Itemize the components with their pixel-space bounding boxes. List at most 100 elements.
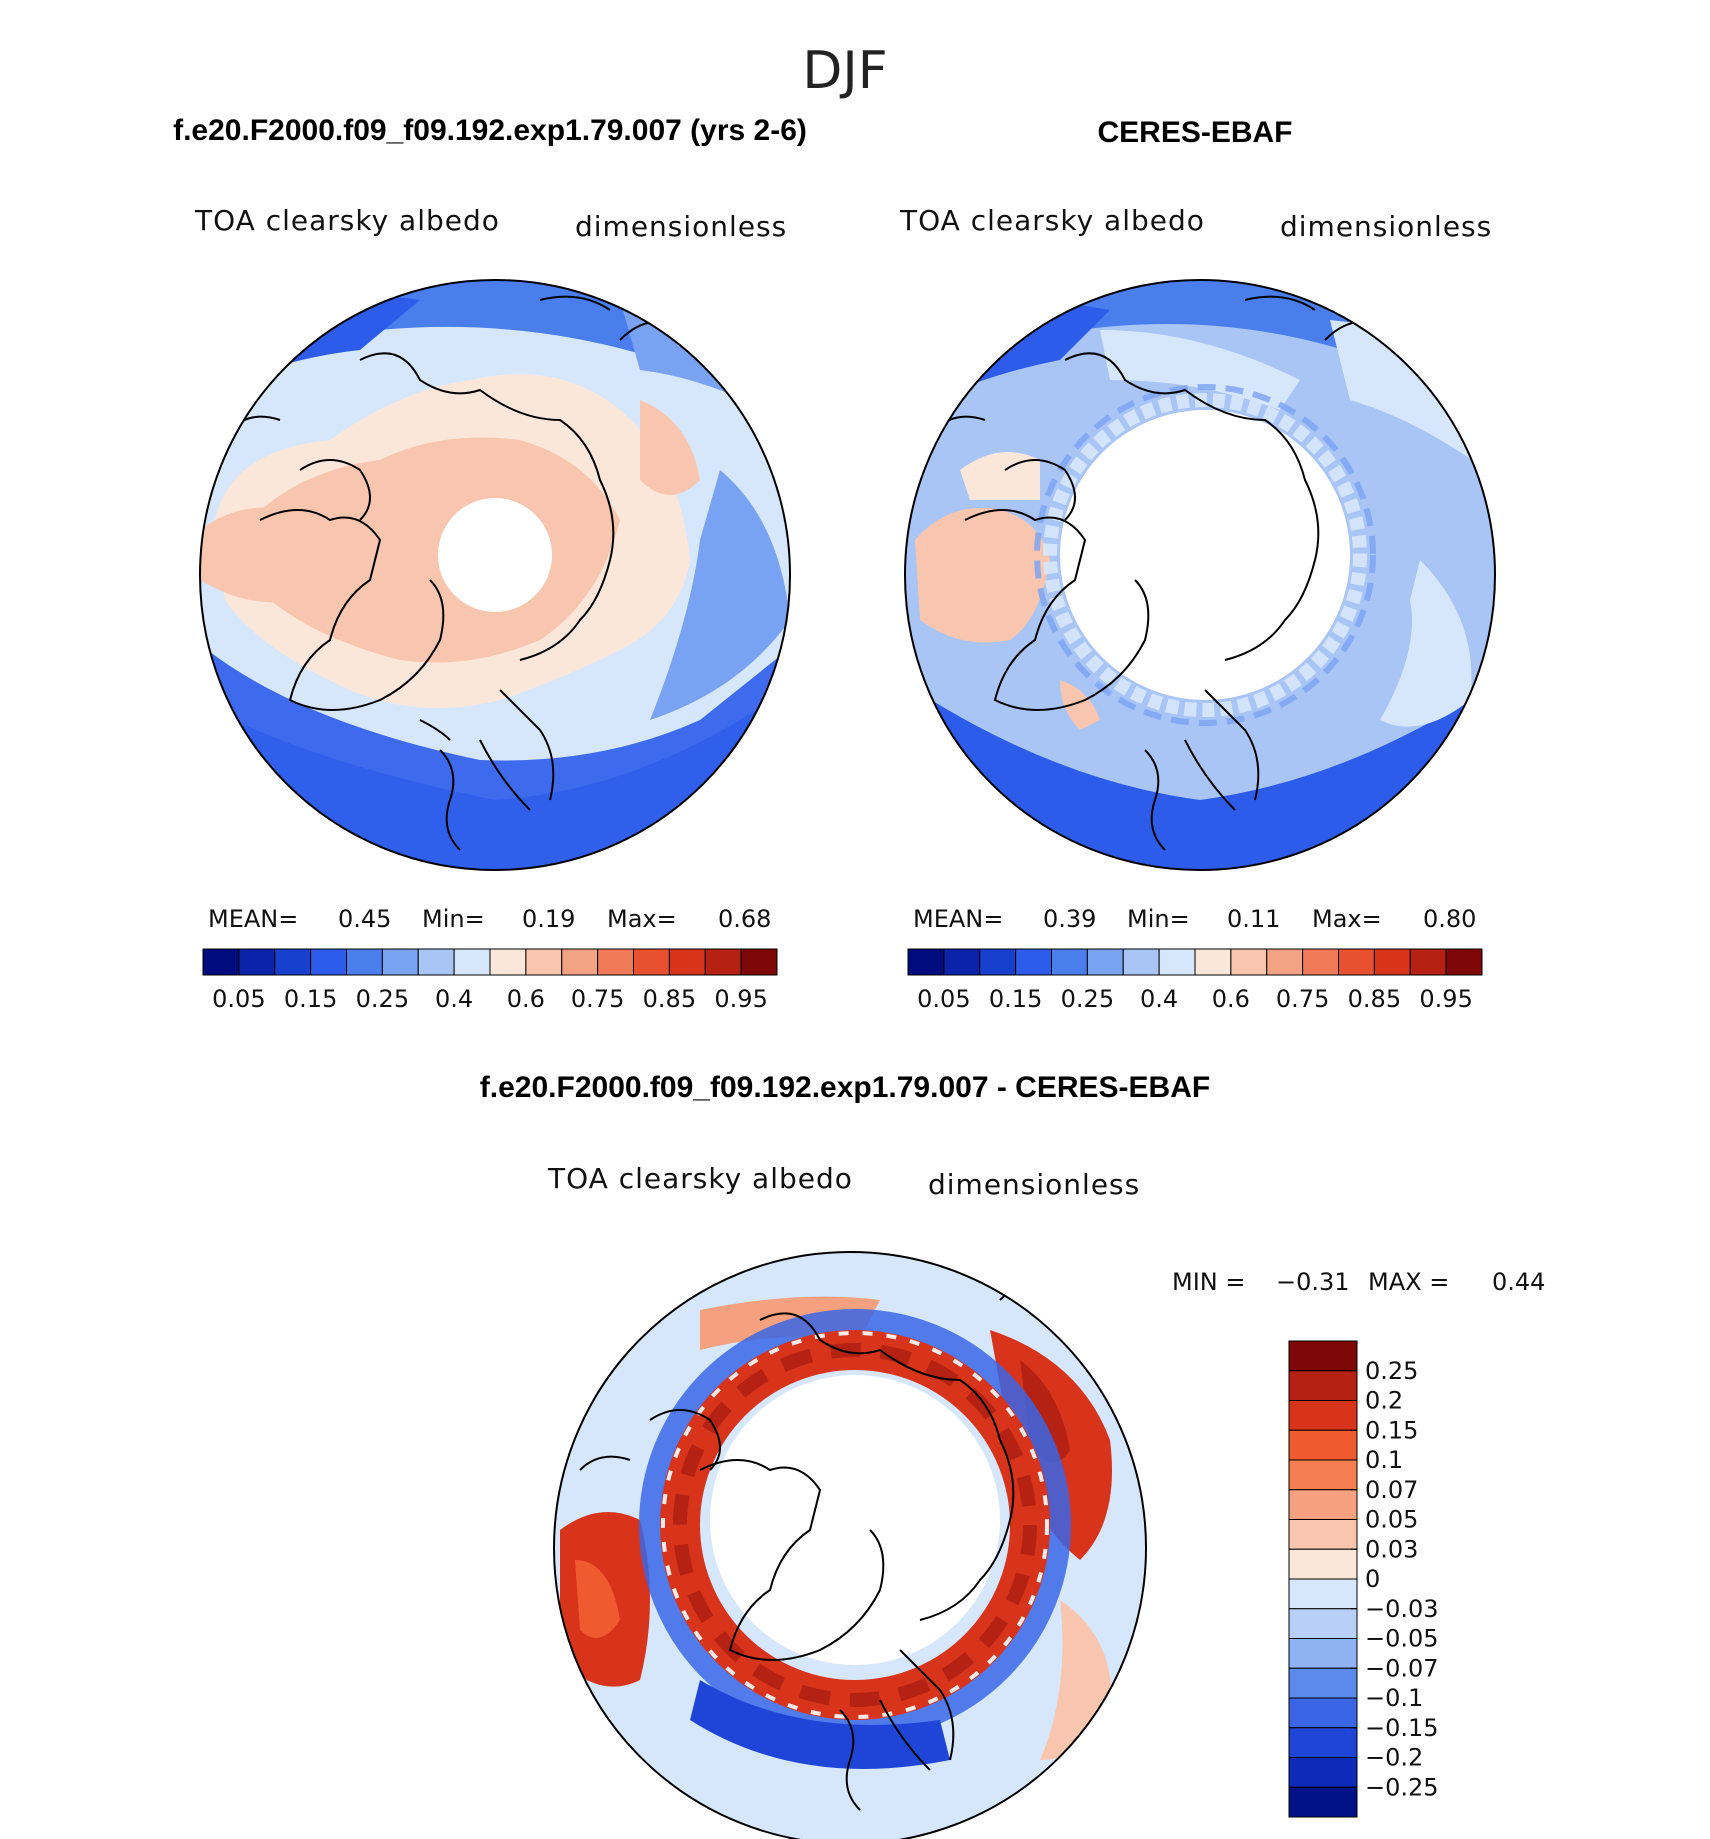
model-colorbar-swatch bbox=[633, 948, 670, 976]
ceres-colorbar-swatch bbox=[907, 948, 945, 976]
model-colorbar-swatch bbox=[525, 948, 563, 976]
difference-max-value: 0.44 bbox=[1492, 1268, 1545, 1296]
ceres-units-label: dimensionless bbox=[1280, 210, 1492, 243]
difference-colorbar-tick-label: −0.2 bbox=[1365, 1744, 1423, 1772]
model-colorbar-swatch bbox=[704, 948, 742, 976]
ceres-colorbar-tick-label: 0.15 bbox=[989, 985, 1042, 1013]
model-colorbar-swatch bbox=[489, 948, 527, 976]
difference-colorbar-tick-label: 0 bbox=[1365, 1565, 1380, 1593]
ceres-colorbar-swatch bbox=[1373, 948, 1411, 976]
model-max-value: 0.68 bbox=[718, 905, 771, 933]
difference-colorbar-tick-label: 0.07 bbox=[1365, 1476, 1418, 1504]
model-colorbar-swatch bbox=[202, 948, 240, 976]
difference-colorbar-swatch bbox=[1288, 1370, 1358, 1401]
ceres-min-label: Min= bbox=[1127, 905, 1190, 933]
model-max-label: Max= bbox=[607, 905, 677, 933]
model-colorbar-swatch bbox=[668, 948, 706, 976]
ceres-colorbar-tick-label: 0.6 bbox=[1212, 985, 1250, 1013]
model-colorbar-swatch bbox=[597, 948, 634, 976]
difference-colorbar-tick-label: 0.15 bbox=[1365, 1416, 1418, 1444]
ceres-map bbox=[905, 280, 1495, 870]
difference-colorbar-swatch bbox=[1288, 1489, 1358, 1520]
difference-colorbar-tick-label: −0.25 bbox=[1365, 1773, 1439, 1801]
ceres-mean-label: MEAN= bbox=[913, 905, 1003, 933]
ceres-colorbar-tick-label: 0.05 bbox=[917, 985, 970, 1013]
difference-colorbar-swatch bbox=[1288, 1727, 1358, 1758]
ceres-colorbar-swatch bbox=[1302, 948, 1339, 976]
ceres-variable-label: TOA clearsky albedo bbox=[899, 204, 1205, 237]
ceres-colorbar-swatch bbox=[1409, 948, 1447, 976]
difference-colorbar-tick-label: −0.03 bbox=[1365, 1595, 1439, 1623]
model-mean-label: MEAN= bbox=[208, 905, 298, 933]
ceres-colorbar-swatch bbox=[1230, 948, 1268, 976]
difference-colorbar-swatch bbox=[1288, 1340, 1358, 1372]
ceres-colorbar-swatch bbox=[1051, 948, 1088, 976]
difference-variable-label: TOA clearsky albedo bbox=[547, 1162, 853, 1195]
ceres-colorbar-tick-label: 0.4 bbox=[1140, 985, 1178, 1013]
difference-colorbar-tick-label: −0.05 bbox=[1365, 1625, 1439, 1653]
ceres-colorbar-swatch bbox=[1015, 948, 1052, 976]
ceres-colorbar-tick-label: 0.25 bbox=[1061, 985, 1114, 1013]
model-colorbar-swatch bbox=[346, 948, 383, 976]
season-title: DJF bbox=[802, 41, 887, 101]
model-min-label: Min= bbox=[422, 905, 485, 933]
difference-colorbar-swatch bbox=[1288, 1608, 1358, 1639]
difference-colorbar-swatch bbox=[1288, 1578, 1358, 1610]
model-colorbar-swatch bbox=[417, 948, 455, 976]
ceres-colorbar-swatch bbox=[1086, 948, 1124, 976]
ceres-mean-value: 0.39 bbox=[1043, 905, 1096, 933]
difference-colorbar-swatch bbox=[1288, 1697, 1358, 1729]
difference-min-label: MIN = bbox=[1172, 1268, 1245, 1296]
difference-max-label: MAX = bbox=[1368, 1268, 1449, 1296]
ceres-colorbar-swatch bbox=[943, 948, 981, 976]
model-colorbar-swatch bbox=[381, 948, 419, 976]
model-colorbar-tick-label: 0.15 bbox=[284, 985, 337, 1013]
model-panel: f.e20.F2000.f09_f09.192.exp1.79.007 (yrs… bbox=[173, 114, 807, 1013]
model-colorbar-tick-label: 0.75 bbox=[571, 985, 624, 1013]
ceres-colorbar-swatch bbox=[1194, 948, 1232, 976]
ceres-colorbar-swatch bbox=[979, 948, 1017, 976]
difference-colorbar-swatch bbox=[1288, 1786, 1358, 1818]
model-colorbar-tick-label: 0.6 bbox=[507, 985, 545, 1013]
difference-colorbar-swatch bbox=[1288, 1429, 1358, 1461]
ceres-colorbar-swatch bbox=[1158, 948, 1196, 976]
ceres-colorbar: 0.05 0.15 0.25 0.4 0.6 0.75 0.85 0.95 bbox=[907, 948, 1483, 1013]
model-min-value: 0.19 bbox=[522, 905, 575, 933]
model-mean-value: 0.45 bbox=[338, 905, 391, 933]
difference-colorbar-swatch bbox=[1288, 1757, 1358, 1788]
difference-map bbox=[554, 1252, 1146, 1839]
difference-colorbar-swatch bbox=[1288, 1667, 1358, 1699]
ceres-max-value: 0.80 bbox=[1423, 905, 1476, 933]
difference-panel: f.e20.F2000.f09_f09.192.exp1.79.007 - CE… bbox=[480, 1071, 1545, 1839]
difference-colorbar-tick-label: −0.1 bbox=[1365, 1684, 1423, 1712]
difference-colorbar-tick-label: 0.2 bbox=[1365, 1387, 1403, 1415]
ceres-colorbar-tick-label: 0.85 bbox=[1348, 985, 1401, 1013]
difference-colorbar-swatch bbox=[1288, 1519, 1358, 1550]
model-colorbar-swatch bbox=[561, 948, 599, 976]
ceres-colorbar-swatch bbox=[1266, 948, 1304, 976]
model-colorbar-swatch bbox=[453, 948, 491, 976]
ceres-max-label: Max= bbox=[1312, 905, 1382, 933]
model-colorbar-swatch bbox=[740, 948, 778, 976]
difference-colorbar-tick-label: 0.03 bbox=[1365, 1535, 1418, 1563]
model-colorbar-swatch bbox=[274, 948, 312, 976]
difference-colorbar-tick-label: 0.25 bbox=[1365, 1357, 1418, 1385]
difference-min-value: −0.31 bbox=[1276, 1268, 1350, 1296]
difference-colorbar-tick-label: −0.15 bbox=[1365, 1714, 1439, 1742]
model-colorbar-swatch bbox=[310, 948, 347, 976]
difference-panel-title: f.e20.F2000.f09_f09.192.exp1.79.007 - CE… bbox=[480, 1071, 1210, 1104]
difference-colorbar-swatch bbox=[1288, 1548, 1358, 1580]
model-colorbar-tick-label: 0.95 bbox=[714, 985, 767, 1013]
ceres-panel: CERES-EBAF TOA clearsky albedo dimension… bbox=[899, 116, 1496, 1013]
difference-units-label: dimensionless bbox=[928, 1168, 1140, 1201]
difference-colorbar-tick-label: 0.1 bbox=[1365, 1446, 1403, 1474]
ceres-colorbar-tick-label: 0.75 bbox=[1276, 985, 1329, 1013]
model-colorbar: 0.05 0.15 0.25 0.4 0.6 0.75 0.85 0.95 bbox=[202, 948, 778, 1013]
ceres-colorbar-swatch bbox=[1338, 948, 1375, 976]
model-colorbar-tick-label: 0.25 bbox=[356, 985, 409, 1013]
ceres-colorbar-tick-label: 0.95 bbox=[1419, 985, 1472, 1013]
difference-colorbar-swatch bbox=[1288, 1459, 1358, 1491]
model-colorbar-tick-label: 0.85 bbox=[643, 985, 696, 1013]
ceres-colorbar-swatch bbox=[1445, 948, 1483, 976]
